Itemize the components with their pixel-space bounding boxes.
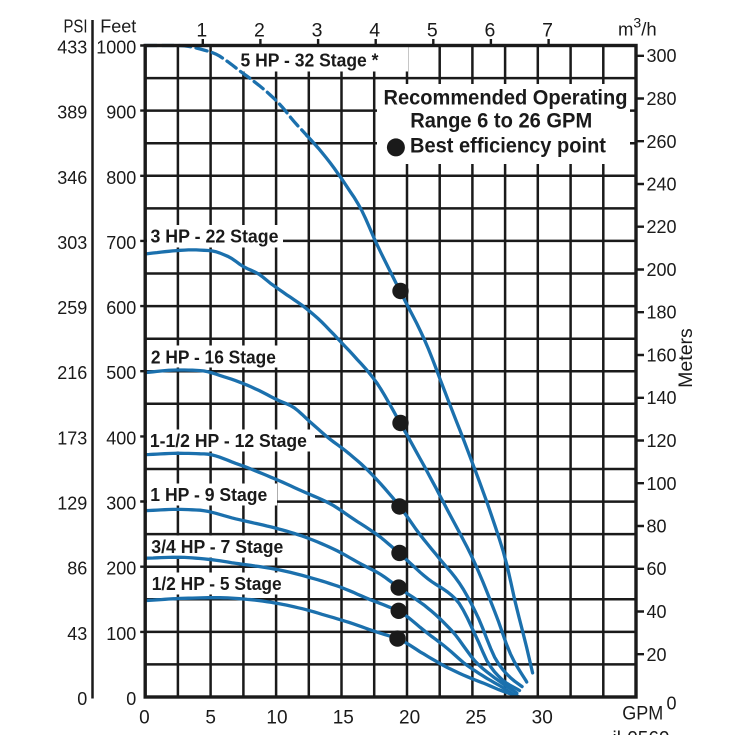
svg-text:25: 25 bbox=[465, 708, 486, 729]
svg-text:300: 300 bbox=[647, 46, 677, 66]
svg-text:400: 400 bbox=[106, 428, 136, 448]
svg-text:43: 43 bbox=[67, 624, 87, 644]
svg-text:10: 10 bbox=[266, 708, 287, 729]
svg-text:il-0569: il-0569 bbox=[612, 729, 669, 736]
svg-text:900: 900 bbox=[106, 103, 136, 123]
svg-text:15: 15 bbox=[333, 708, 354, 729]
svg-text:1-1/2 HP - 12 Stage: 1-1/2 HP - 12 Stage bbox=[150, 430, 307, 451]
svg-text:140: 140 bbox=[647, 388, 677, 408]
svg-text:120: 120 bbox=[647, 431, 677, 451]
svg-text:433: 433 bbox=[57, 38, 87, 58]
svg-text:86: 86 bbox=[67, 559, 87, 579]
svg-text:4: 4 bbox=[369, 20, 380, 42]
svg-text:3/4 HP - 7 Stage: 3/4 HP - 7 Stage bbox=[151, 536, 283, 557]
svg-text:GPM: GPM bbox=[622, 704, 663, 725]
svg-text:100: 100 bbox=[647, 474, 677, 494]
svg-text:800: 800 bbox=[106, 168, 136, 188]
svg-text:Recommended Operating: Recommended Operating bbox=[384, 86, 628, 109]
svg-text:7: 7 bbox=[542, 20, 553, 42]
svg-text:5: 5 bbox=[205, 708, 216, 729]
svg-text:216: 216 bbox=[57, 363, 87, 383]
svg-text:0: 0 bbox=[126, 689, 136, 709]
svg-text:1000: 1000 bbox=[96, 38, 136, 58]
svg-text:6: 6 bbox=[484, 20, 495, 42]
svg-text:3: 3 bbox=[312, 20, 323, 42]
svg-text:160: 160 bbox=[647, 346, 677, 366]
svg-text:220: 220 bbox=[647, 217, 677, 237]
svg-text:20: 20 bbox=[399, 708, 420, 729]
svg-text:303: 303 bbox=[57, 233, 87, 253]
svg-text:5: 5 bbox=[427, 20, 438, 42]
svg-text:0: 0 bbox=[77, 689, 87, 709]
svg-text:80: 80 bbox=[647, 517, 667, 537]
svg-text:2 HP - 16 Stage: 2 HP - 16 Stage bbox=[151, 347, 276, 368]
svg-text:346: 346 bbox=[57, 168, 87, 188]
svg-text:Meters: Meters bbox=[675, 328, 697, 388]
svg-text:389: 389 bbox=[57, 103, 87, 123]
svg-text:280: 280 bbox=[647, 89, 677, 109]
svg-text:300: 300 bbox=[106, 494, 136, 514]
svg-text:0: 0 bbox=[139, 708, 150, 729]
svg-text:2: 2 bbox=[254, 20, 265, 42]
svg-text:Feet: Feet bbox=[100, 17, 136, 37]
svg-text:173: 173 bbox=[57, 428, 87, 448]
svg-text:30: 30 bbox=[532, 708, 553, 729]
svg-text:129: 129 bbox=[57, 494, 87, 514]
svg-text:40: 40 bbox=[647, 602, 667, 622]
svg-text:Range 6 to 26 GPM: Range 6 to 26 GPM bbox=[410, 109, 592, 132]
svg-text:500: 500 bbox=[106, 363, 136, 383]
svg-text:1: 1 bbox=[196, 20, 207, 42]
svg-text:700: 700 bbox=[106, 233, 136, 253]
svg-text:Best efficiency point: Best efficiency point bbox=[410, 135, 606, 158]
svg-text:200: 200 bbox=[106, 559, 136, 579]
svg-text:600: 600 bbox=[106, 298, 136, 318]
svg-text:240: 240 bbox=[647, 175, 677, 195]
svg-text:PSI: PSI bbox=[64, 17, 88, 37]
svg-text:0: 0 bbox=[667, 694, 677, 714]
svg-text:20: 20 bbox=[647, 645, 667, 665]
svg-text:5 HP - 32 Stage *: 5 HP - 32 Stage * bbox=[241, 50, 380, 71]
svg-text:180: 180 bbox=[647, 303, 677, 323]
svg-text:100: 100 bbox=[106, 624, 136, 644]
svg-text:3 HP - 22 Stage: 3 HP - 22 Stage bbox=[151, 226, 279, 247]
svg-text:60: 60 bbox=[647, 559, 667, 579]
svg-text:259: 259 bbox=[57, 298, 87, 318]
svg-text:1/2 HP - 5 Stage: 1/2 HP - 5 Stage bbox=[152, 573, 282, 594]
svg-text:200: 200 bbox=[647, 260, 677, 280]
svg-text:260: 260 bbox=[647, 132, 677, 152]
svg-text:1 HP - 9 Stage: 1 HP - 9 Stage bbox=[150, 484, 267, 505]
